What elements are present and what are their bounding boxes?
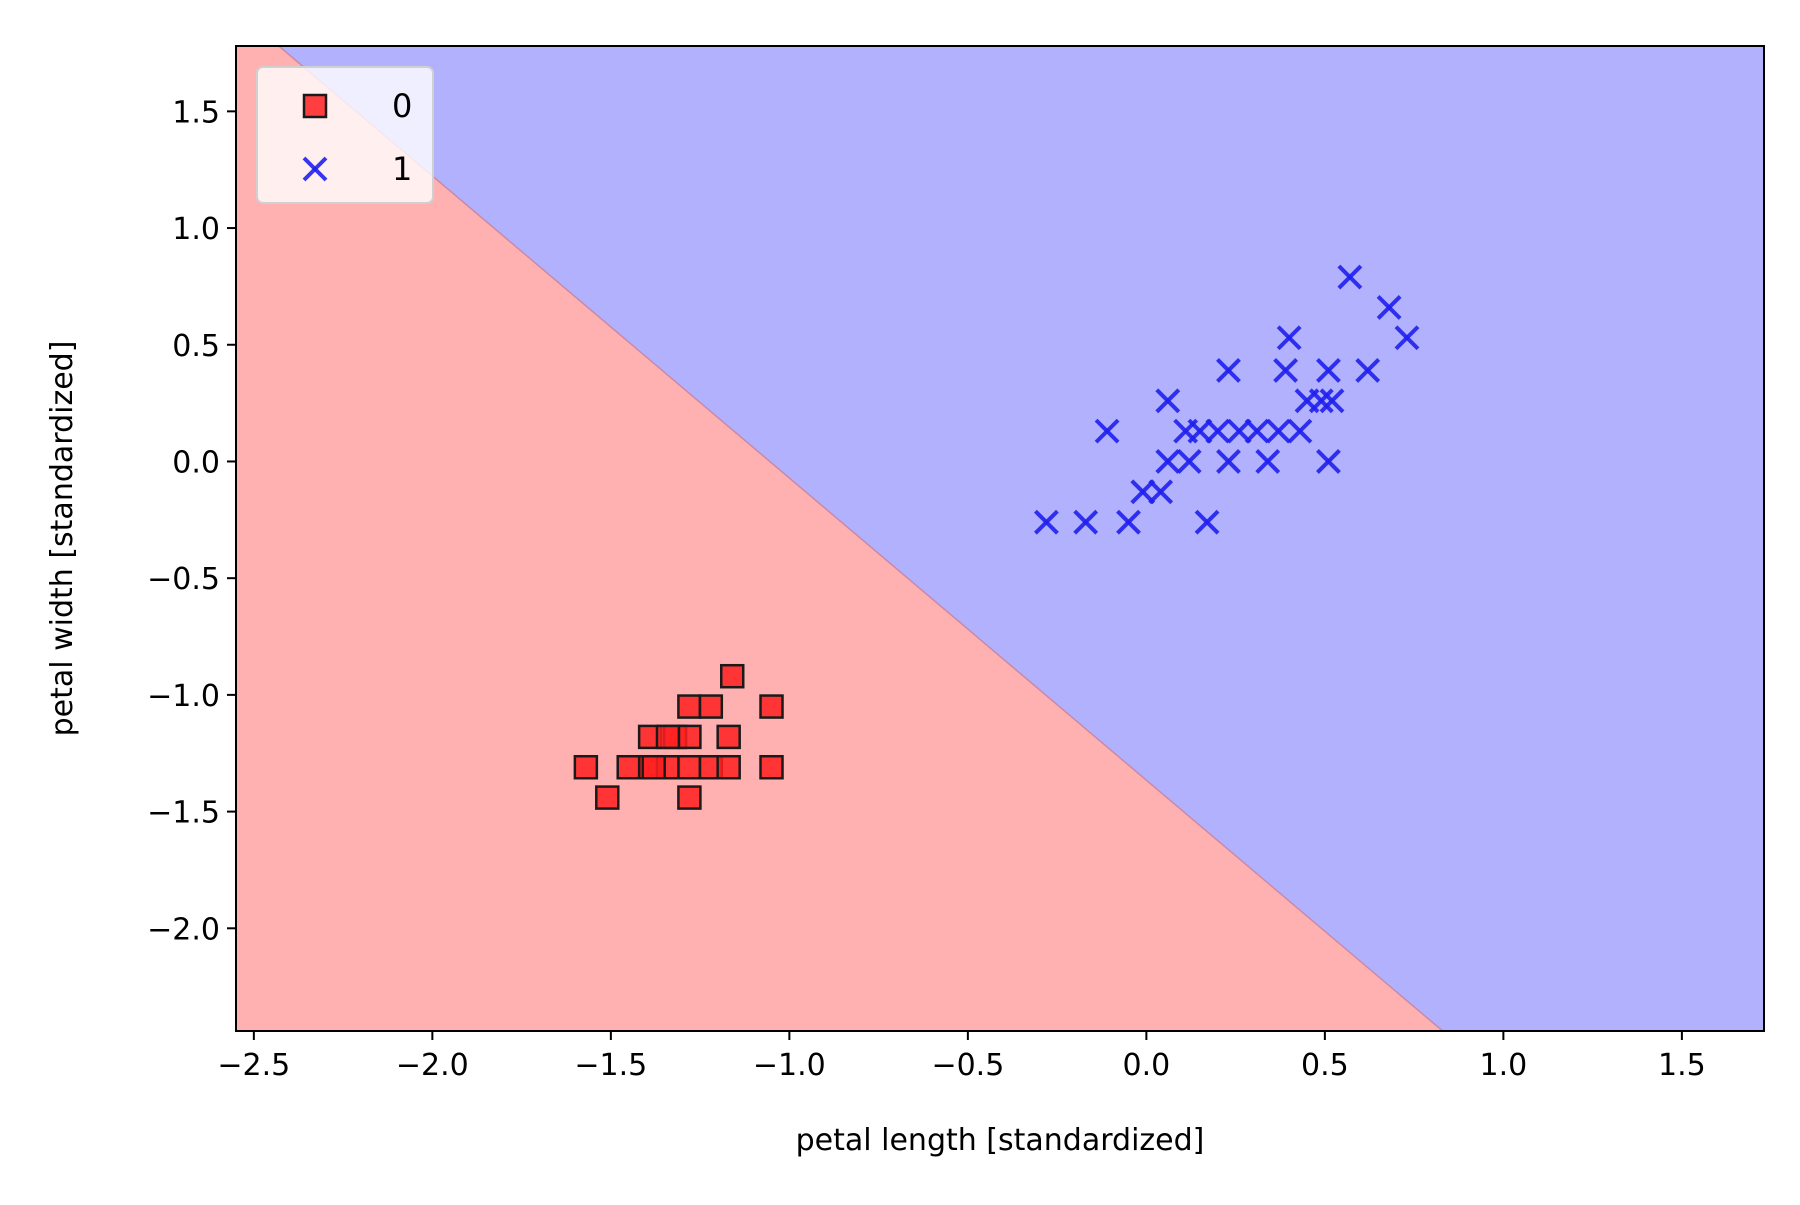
legend-item-0[interactable]: 0 (302, 87, 412, 125)
data-point-cross (1130, 479, 1156, 505)
data-point-cross (1205, 418, 1231, 444)
data-point-cross (1319, 388, 1345, 414)
data-point-cross (1355, 358, 1381, 383)
data-point-square (677, 754, 702, 780)
data-point-square (655, 724, 681, 750)
data-point-cross (1255, 449, 1281, 474)
series-1-points (1033, 264, 1420, 535)
y-tick-label: 0.0 (172, 445, 220, 480)
data-point-cross (1216, 358, 1241, 383)
x-tick-label: −2.5 (217, 1048, 290, 1083)
data-point-cross (1148, 479, 1174, 505)
data-point-cross (1194, 509, 1220, 535)
data-point-cross (1033, 509, 1059, 535)
x-tick-label: 0.0 (1123, 1048, 1171, 1083)
y-tick-label: 0.5 (172, 329, 220, 364)
x-axis-label: petal length [standardized] (796, 1123, 1205, 1158)
data-point-cross (1155, 449, 1181, 474)
data-point-square (759, 694, 784, 719)
data-point-square (698, 694, 724, 719)
y-tick-label: −2.0 (147, 912, 220, 947)
data-point-cross (1316, 449, 1341, 474)
data-point-cross (1116, 509, 1141, 535)
legend-square-marker (302, 93, 328, 119)
data-point-cross (1073, 509, 1099, 535)
data-point-cross (1273, 358, 1299, 383)
data-point-cross (1216, 449, 1241, 474)
data-point-cross (1287, 418, 1313, 444)
y-tick-label: −1.5 (147, 796, 220, 831)
data-point-square (716, 724, 741, 750)
data-point-square (719, 663, 745, 689)
y-tick-label: 1.5 (172, 95, 220, 130)
x-tick-label: 1.0 (1480, 1048, 1528, 1083)
data-point-square (716, 754, 741, 780)
legend-cross-marker (302, 156, 328, 182)
x-tick-label: 1.5 (1658, 1048, 1706, 1083)
data-point-square (677, 785, 702, 810)
x-tick-label: −2.0 (396, 1048, 469, 1083)
data-point-square (641, 754, 666, 780)
x-tick-label: −1.0 (753, 1048, 826, 1083)
decision-regions (236, 46, 1764, 1031)
x-tick-label: −0.5 (931, 1048, 1004, 1083)
decision-boundary (278, 46, 1444, 1031)
series-0-points (573, 663, 784, 810)
legend-frame (256, 66, 434, 204)
data-point-cross (1394, 325, 1420, 351)
data-point-cross (1308, 388, 1334, 414)
y-axis-label: petal width [standardized] (45, 341, 80, 737)
y-tick-label: −1.0 (147, 679, 220, 714)
data-point-square (573, 754, 599, 780)
legend-item-1[interactable]: 1 (302, 150, 412, 188)
y-tick-label: −0.5 (147, 562, 220, 597)
data-point-cross (1155, 388, 1181, 414)
data-point-cross (1176, 449, 1202, 474)
data-point-cross (1226, 418, 1252, 444)
x-tick-label: 0.5 (1301, 1048, 1349, 1083)
data-point-square (677, 694, 702, 719)
data-point-cross (1244, 418, 1270, 444)
y-tick-label: 1.0 (172, 212, 220, 247)
data-point-cross (1094, 418, 1120, 444)
region-class-0 (236, 46, 1443, 1031)
data-point-square (759, 754, 784, 780)
data-point-cross (1266, 418, 1291, 444)
data-points (573, 264, 1420, 810)
data-point-square (595, 785, 620, 810)
data-point-square (677, 724, 702, 750)
data-point-square (616, 754, 641, 780)
data-point-cross (1276, 325, 1302, 351)
x-tick-label: −1.5 (574, 1048, 647, 1083)
legend[interactable]: 01 (256, 66, 434, 204)
data-point-cross (1316, 358, 1341, 383)
legend-label: 0 (392, 87, 412, 125)
y-axis-ticks: 1.5 1.0 0.5 0.0 −0.5 −1.0 −1.5 −2.0 (147, 95, 236, 947)
data-point-cross (1187, 418, 1213, 444)
data-point-cross (1376, 295, 1402, 320)
x-axis-ticks: −2.5 −2.0 −1.5 −1.0 −0.5 0.0 0.5 1.0 1.5 (217, 1031, 1706, 1083)
legend-label: 1 (392, 150, 412, 188)
plot-frame (235, 45, 1765, 1032)
data-point-cross (1337, 264, 1363, 290)
